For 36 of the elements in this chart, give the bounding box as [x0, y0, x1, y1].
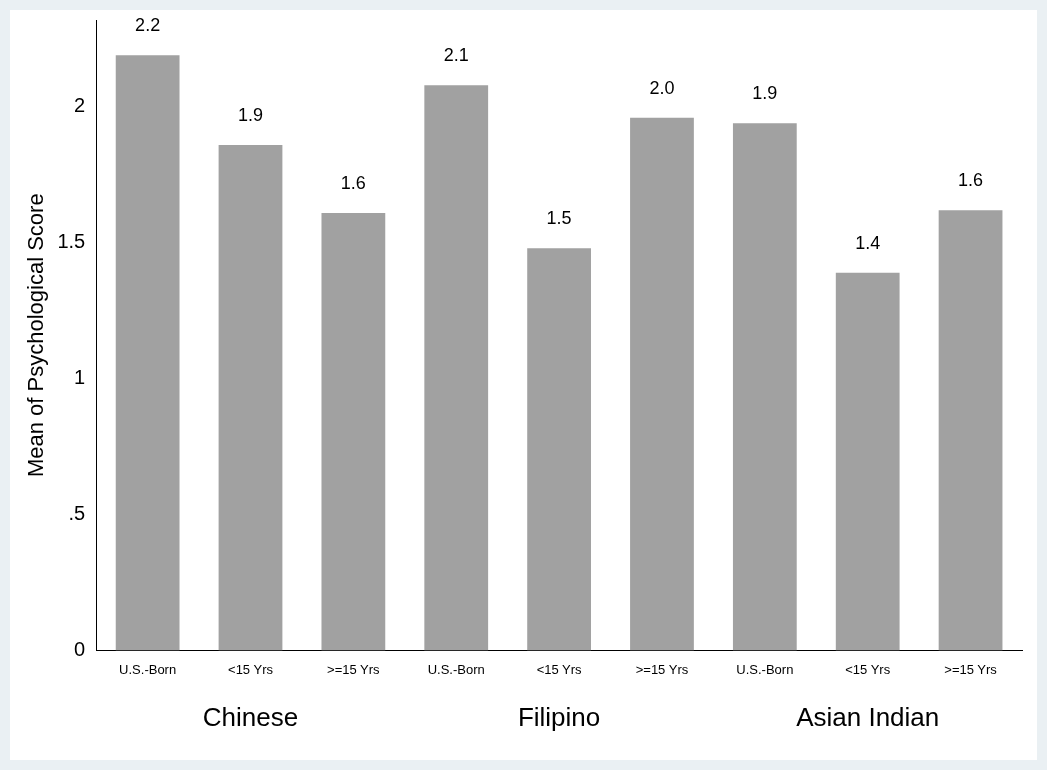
x-tick-label: >=15 Yrs	[944, 661, 998, 677]
y-tick-label: 2	[74, 94, 86, 117]
bar	[115, 55, 180, 651]
bar	[321, 212, 386, 651]
text: Chinese	[202, 701, 299, 732]
y-tick-label: .5	[68, 502, 86, 525]
data-label: 2.2	[135, 15, 161, 36]
x-tick-label: U.S.-Born	[119, 661, 177, 677]
data-label: 1.4	[855, 232, 881, 253]
data-label: 1.5	[546, 208, 572, 229]
bar	[218, 144, 283, 651]
x-tick-label: U.S.-Born	[736, 661, 794, 677]
y-tick-label: 1	[74, 366, 86, 389]
bar	[630, 117, 694, 651]
data-label: 1.9	[237, 104, 264, 125]
data-label: 1.9	[752, 83, 778, 104]
text: Filipino	[517, 701, 601, 732]
x-tick-label: >=15 Yrs	[327, 661, 381, 677]
x-tick-label: >=15 Yrs	[635, 661, 689, 677]
x-tick-label: <15 Yrs	[536, 661, 583, 677]
bar	[835, 272, 900, 651]
data-label: 2.0	[649, 77, 675, 98]
x-tick-label: <15 Yrs	[228, 661, 274, 677]
y-tick-label: 0	[74, 637, 86, 660]
x-tick-label: <15 Yrs	[845, 661, 891, 677]
data-label: 1.6	[958, 170, 984, 191]
bar	[527, 248, 591, 651]
data-label: 1.6	[340, 172, 366, 193]
x-tick-label: U.S.-Born	[427, 661, 485, 677]
y-axis-title: Mean of Psychological Score	[23, 193, 49, 478]
bar	[732, 123, 797, 651]
y-tick-label: 1.5	[57, 230, 86, 253]
text: Asian Indian	[796, 701, 940, 732]
bar	[424, 85, 489, 651]
data-label: 2.1	[443, 45, 469, 66]
bar	[938, 210, 1003, 651]
